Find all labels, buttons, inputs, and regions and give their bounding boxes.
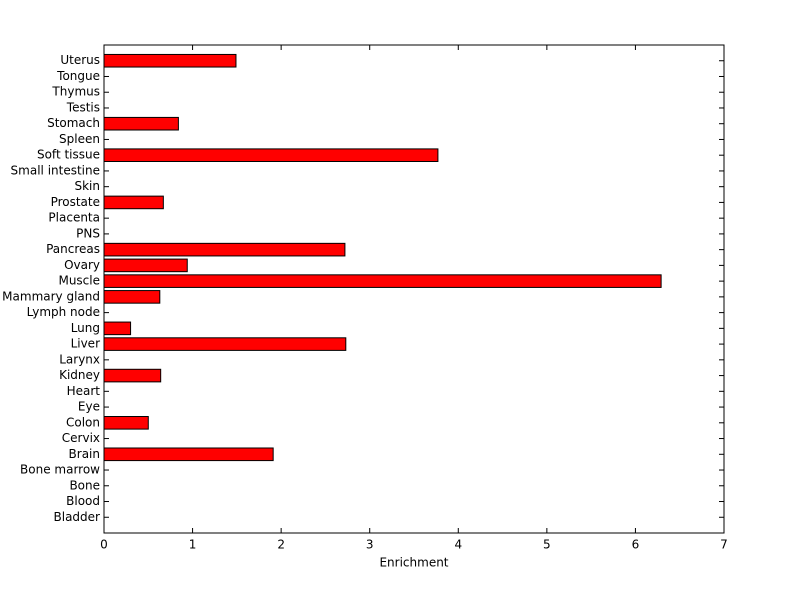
x-tick-label: 5 — [543, 538, 551, 552]
bar — [103, 116, 179, 131]
y-tick-label: Placenta — [48, 211, 100, 225]
y-tick-label: Kidney — [59, 368, 100, 382]
y-tick-label: Muscle — [58, 274, 100, 288]
bar — [103, 258, 188, 273]
y-tick-label: Eye — [78, 400, 100, 414]
y-tick-label: Thymus — [51, 85, 100, 99]
bar — [103, 148, 439, 162]
y-tick-label: Lymph node — [27, 305, 100, 319]
x-tick-label: 1 — [189, 538, 197, 552]
x-tick-label: 4 — [454, 538, 462, 552]
bar — [103, 195, 164, 210]
x-axis-label: Enrichment — [379, 556, 448, 570]
y-tick-label: Spleen — [59, 132, 100, 146]
bar — [103, 290, 161, 304]
x-tick-label: 7 — [720, 538, 728, 552]
y-tick-label: Cervix — [62, 431, 100, 445]
y-tick-label: Small intestine — [11, 163, 100, 177]
bar — [103, 368, 162, 383]
plot-frame — [103, 44, 725, 534]
y-tick-label: Lung — [71, 321, 100, 335]
x-tick-label: 0 — [100, 538, 108, 552]
y-tick-label: Uterus — [60, 53, 100, 67]
x-tick-label: 3 — [366, 538, 374, 552]
y-tick-label: Bone — [69, 478, 100, 492]
bar — [103, 242, 346, 257]
bar — [103, 447, 274, 462]
x-tick-label: 6 — [632, 538, 640, 552]
y-tick-label: Larynx — [59, 352, 100, 366]
y-tick-label: PNS — [76, 226, 100, 240]
y-tick-label: Ovary — [64, 258, 100, 272]
y-tick-label: Liver — [71, 337, 101, 351]
y-tick-label: Stomach — [47, 116, 100, 130]
y-tick-label: Testis — [66, 100, 100, 114]
y-tick-label: Skin — [74, 179, 100, 193]
bar — [103, 337, 347, 351]
y-tick-label: Mammary gland — [2, 289, 100, 303]
y-tick-label: Bladder — [54, 510, 101, 524]
x-tick-label: 2 — [277, 538, 285, 552]
y-tick-label: Prostate — [51, 195, 100, 209]
y-tick-label: Heart — [67, 384, 101, 398]
bar — [103, 274, 662, 288]
y-tick-label: Pancreas — [46, 242, 100, 256]
y-tick-label: Blood — [66, 494, 100, 508]
y-tick-label: Colon — [66, 415, 100, 429]
bar — [103, 53, 237, 68]
bar — [103, 321, 132, 336]
y-tick-label: Bone marrow — [20, 463, 100, 477]
y-tick-label: Soft tissue — [37, 148, 100, 162]
bar — [103, 416, 149, 430]
y-tick-label: Tongue — [56, 69, 100, 83]
y-tick-label: Brain — [69, 447, 100, 461]
